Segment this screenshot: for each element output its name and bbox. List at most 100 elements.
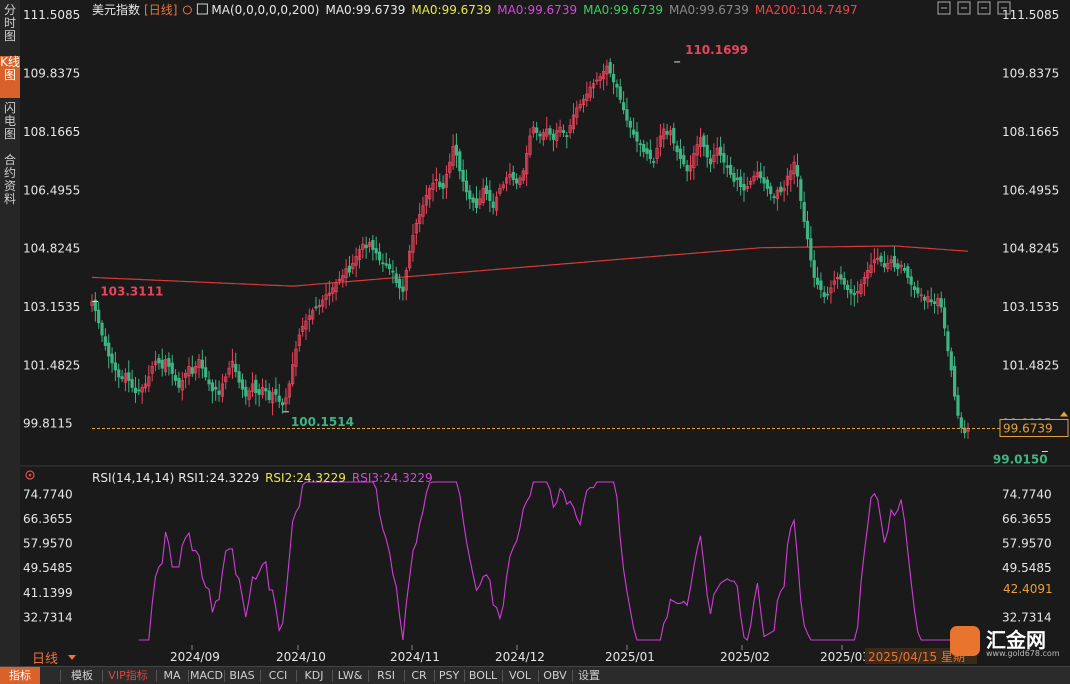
indicator-tab-4[interactable]: MACD [190, 669, 223, 682]
indicator-tab-6[interactable]: CCI [268, 669, 288, 682]
plus-circle-icon[interactable] [182, 5, 192, 15]
candle-body [418, 214, 422, 224]
candle-body [745, 186, 749, 189]
candle [217, 380, 221, 402]
candle-body [244, 386, 248, 397]
candle-body [902, 268, 907, 271]
candle-body [598, 76, 602, 81]
candle-body [157, 357, 161, 364]
period-tag[interactable]: [日线] [144, 3, 177, 17]
sidebar-tab-3[interactable]: 合约资料 [3, 153, 16, 206]
candle [110, 347, 114, 373]
candle-body [765, 179, 769, 189]
candle [698, 127, 703, 158]
candle-body [177, 377, 181, 388]
tab-separator [224, 670, 225, 682]
indicator-tab-2[interactable]: VIP指标 [108, 669, 148, 682]
candle-body [535, 127, 539, 133]
candle-body [103, 336, 107, 346]
candle-body [889, 259, 893, 264]
indicator-tab-14[interactable]: OBV [543, 669, 567, 682]
candle-body [675, 145, 679, 153]
candle-body [899, 264, 903, 268]
candle-body [929, 299, 933, 303]
sidebar-tab-1[interactable]: K线图 [0, 56, 20, 98]
candle [702, 132, 706, 157]
candle-body [775, 189, 780, 200]
candle [715, 137, 719, 165]
candle-body [337, 278, 342, 282]
candle-body [204, 367, 208, 378]
candle [464, 169, 469, 201]
window-icon-frame [977, 1, 991, 15]
candle [481, 178, 485, 207]
ma-settings-icon[interactable] [196, 3, 208, 15]
candle [729, 156, 733, 179]
indicator-tab-5[interactable]: BIAS [229, 669, 255, 682]
candle-body [414, 222, 418, 234]
chart-background [20, 0, 1070, 666]
indicator-tab-12[interactable]: BOLL [468, 669, 498, 682]
candle [949, 347, 953, 378]
sidebar-tab-2[interactable]: 闪电图 [3, 101, 16, 141]
candle-body [635, 131, 639, 142]
candle [795, 153, 800, 188]
period-dropdown-icon[interactable] [68, 655, 76, 660]
candle-body [230, 360, 235, 368]
close-icon[interactable] [997, 1, 1011, 15]
annotation-label: 110.1699 [685, 43, 748, 57]
candle [127, 360, 131, 393]
candle [414, 218, 418, 245]
candle [926, 290, 930, 309]
candle-body [729, 164, 733, 175]
sidebar-tab-0[interactable]: 分时图 [3, 3, 16, 43]
candle [588, 80, 592, 102]
candle [739, 169, 743, 196]
candle [227, 361, 231, 378]
candle-body [879, 255, 883, 263]
candle-body [725, 165, 729, 168]
tab-separator [368, 670, 369, 682]
candle [331, 282, 335, 303]
candle [585, 81, 589, 107]
ma-value: MA0:99.6739 [497, 3, 577, 17]
indicator-tab-11[interactable]: PSY [438, 669, 460, 682]
candle-body [468, 190, 472, 200]
y-tick-left: 101.4825 [23, 358, 80, 372]
price-annotations: 103.3111 100.1514 110.1699 99.0150 [92, 43, 1048, 466]
indicator-tab-8[interactable]: LW& [337, 669, 363, 682]
candle [304, 313, 308, 340]
candle [431, 173, 435, 202]
candle-body [615, 83, 619, 88]
candle-body [351, 263, 355, 269]
indicator-tab-0[interactable]: 指标 [0, 667, 40, 684]
y-tick-left: 106.4955 [23, 183, 80, 197]
candle-body [892, 255, 897, 268]
candle [267, 383, 271, 404]
rsi-tick-left: 32.7314 [23, 610, 73, 624]
current-price-tag [999, 418, 1069, 437]
indicator-tab-15[interactable]: 设置 [578, 669, 600, 682]
candle [200, 349, 204, 379]
candle [361, 236, 365, 259]
crosshair-icon[interactable] [937, 1, 951, 15]
collapse-icon[interactable] [957, 1, 971, 15]
indicator-tab-13[interactable]: VOL [508, 669, 532, 682]
help-icon[interactable] [977, 1, 991, 15]
candle-body [107, 342, 111, 357]
indicator-close-icon[interactable] [25, 470, 35, 480]
indicator-tab-3[interactable]: MA [163, 669, 181, 682]
candle-body [240, 379, 245, 390]
y-tick-right: 111.5085 [1002, 8, 1059, 22]
candle [444, 165, 449, 199]
indicator-tab-10[interactable]: CR [411, 669, 427, 682]
indicator-tab-9[interactable]: RSI [377, 669, 395, 682]
candle-body [789, 170, 793, 180]
candle-body [792, 161, 796, 175]
candle [133, 376, 138, 403]
indicator-tab-7[interactable]: KDJ [304, 669, 324, 682]
candle [916, 280, 920, 298]
candle-body [100, 322, 104, 336]
x-label: 2024/12 [495, 650, 545, 664]
indicator-tab-1[interactable]: 模板 [71, 669, 93, 682]
